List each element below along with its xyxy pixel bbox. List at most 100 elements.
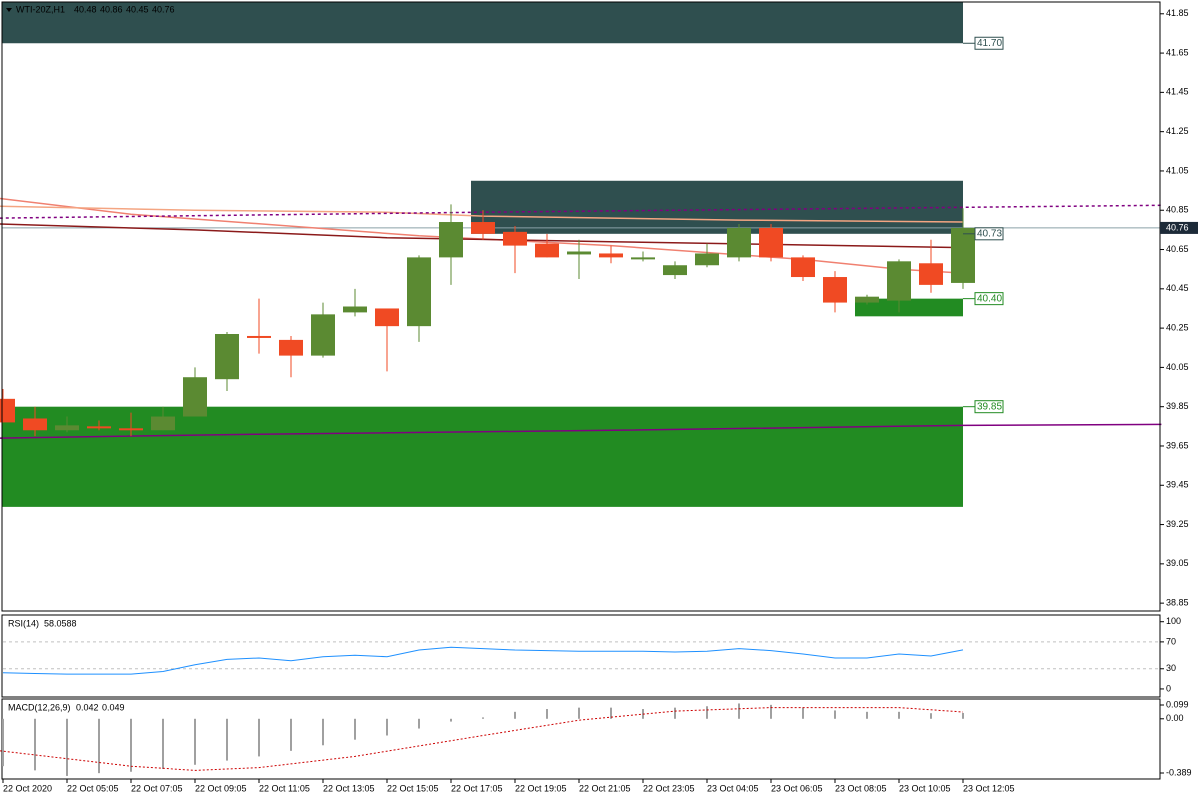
zone (2, 406, 963, 507)
y-tick-label: 41.25 (1166, 126, 1189, 136)
candle-body (823, 277, 847, 303)
x-tick-label: 22 Oct 07:05 (131, 783, 183, 793)
level-label: 40.73 (977, 228, 1002, 239)
x-tick-label: 22 Oct 05:05 (67, 783, 119, 793)
indicator-line (0, 423, 1162, 439)
last-price-label: 40.76 (1166, 222, 1189, 232)
level-box (974, 400, 1004, 414)
level-box (974, 227, 1004, 241)
indicator-line (0, 205, 964, 223)
y-tick-label: 40.45 (1166, 283, 1189, 293)
candle-body (23, 418, 47, 431)
x-tick-label: 23 Oct 04:05 (707, 783, 759, 793)
rsi-tick-label: 0 (1166, 683, 1171, 693)
x-tick-label: 22 Oct 09:05 (195, 783, 247, 793)
candle-body (727, 227, 751, 258)
candle-body (471, 222, 495, 234)
y-tick-label: 41.85 (1166, 8, 1189, 18)
candle-body (439, 222, 463, 258)
last-price-tag (1160, 221, 1198, 234)
y-tick-label: 39.85 (1166, 401, 1189, 411)
macd-tick-label: -0.389 (1166, 767, 1192, 777)
rsi-tick-label: 70 (1166, 636, 1176, 646)
candle-body (151, 416, 175, 431)
candle-body (631, 257, 655, 260)
candle-body (343, 306, 367, 313)
zone (855, 298, 963, 317)
y-tick-label: 40.05 (1166, 362, 1189, 372)
header-close: 40.76 (152, 4, 175, 14)
candle-body (119, 428, 143, 431)
y-tick-label: 40.25 (1166, 322, 1189, 332)
candle-body (183, 377, 207, 417)
x-tick-label: 23 Oct 10:05 (899, 783, 951, 793)
candle-body (919, 263, 943, 285)
price-panel-border (1, 1, 1161, 612)
dropdown-icon[interactable] (6, 8, 12, 12)
candle-body (855, 296, 879, 303)
candle-body (311, 314, 335, 356)
candle-body (503, 231, 527, 246)
x-tick-label: 22 Oct 21:05 (579, 783, 631, 793)
y-tick-label: 40.85 (1166, 205, 1189, 215)
candle-body (535, 243, 559, 258)
header-high: 40.86 (100, 4, 123, 14)
x-tick-label: 22 Oct 15:05 (387, 783, 439, 793)
header-low: 40.45 (126, 4, 149, 14)
symbol: WTI-20Z,H1 (16, 4, 65, 14)
macd-value: 0.042 (76, 702, 99, 712)
level-box (974, 292, 1004, 306)
zone (2, 2, 963, 44)
candle-body (279, 339, 303, 356)
x-tick-label: 23 Oct 06:05 (771, 783, 823, 793)
candle-body (759, 227, 783, 258)
candle-body (599, 253, 623, 258)
macd-tick-label: 0.099 (1166, 699, 1189, 709)
y-tick-label: 40.65 (1166, 244, 1189, 254)
level-label: 40.40 (977, 293, 1002, 304)
candle-body (951, 227, 975, 283)
x-tick-label: 22 Oct 11:05 (259, 783, 310, 793)
y-tick-label: 38.85 (1166, 598, 1189, 608)
candle-body (247, 335, 271, 338)
x-tick-label: 23 Oct 08:05 (835, 783, 887, 793)
candle-body (791, 257, 815, 278)
candle-body (0, 398, 15, 423)
rsi-tick-label: 30 (1166, 663, 1176, 673)
y-tick-label: 39.05 (1166, 558, 1189, 568)
x-tick-label: 22 Oct 2020 (3, 783, 52, 793)
y-tick-label: 39.45 (1166, 480, 1189, 490)
candle-body (695, 253, 719, 266)
x-tick-label: 22 Oct 13:05 (323, 783, 375, 793)
rsi-title: RSI(14) (8, 618, 39, 628)
candle-body (407, 257, 431, 327)
candle-body (87, 426, 111, 429)
zone (471, 180, 963, 234)
rsi-panel-border (1, 614, 1161, 698)
candle-body (567, 251, 591, 255)
x-tick-label: 22 Oct 23:05 (643, 783, 695, 793)
candle-body (375, 308, 399, 327)
rsi-tick-label: 100 (1166, 616, 1181, 626)
candle-body (55, 425, 79, 431)
macd-title: MACD(12,26,9) (8, 702, 71, 712)
level-label: 41.70 (977, 38, 1002, 49)
header-open: 40.48 (74, 4, 97, 14)
macd-signal-value: 0.049 (102, 702, 125, 712)
candle-body (663, 265, 687, 276)
level-label: 39.85 (977, 401, 1002, 412)
price-panel (0, 2, 1162, 507)
x-tick-label: 22 Oct 19:05 (515, 783, 567, 793)
rsi-line (2, 646, 964, 675)
rsi-value: 58.0588 (44, 618, 77, 628)
candle-body (215, 334, 239, 380)
y-tick-label: 41.65 (1166, 47, 1189, 57)
x-tick-label: 22 Oct 17:05 (451, 783, 503, 793)
x-tick-label: 23 Oct 12:05 (963, 783, 1015, 793)
y-tick-label: 41.45 (1166, 87, 1189, 97)
macd-tick-label: 0.00 (1166, 713, 1184, 723)
y-tick-label: 41.05 (1166, 165, 1189, 175)
y-tick-label: 39.25 (1166, 519, 1189, 529)
